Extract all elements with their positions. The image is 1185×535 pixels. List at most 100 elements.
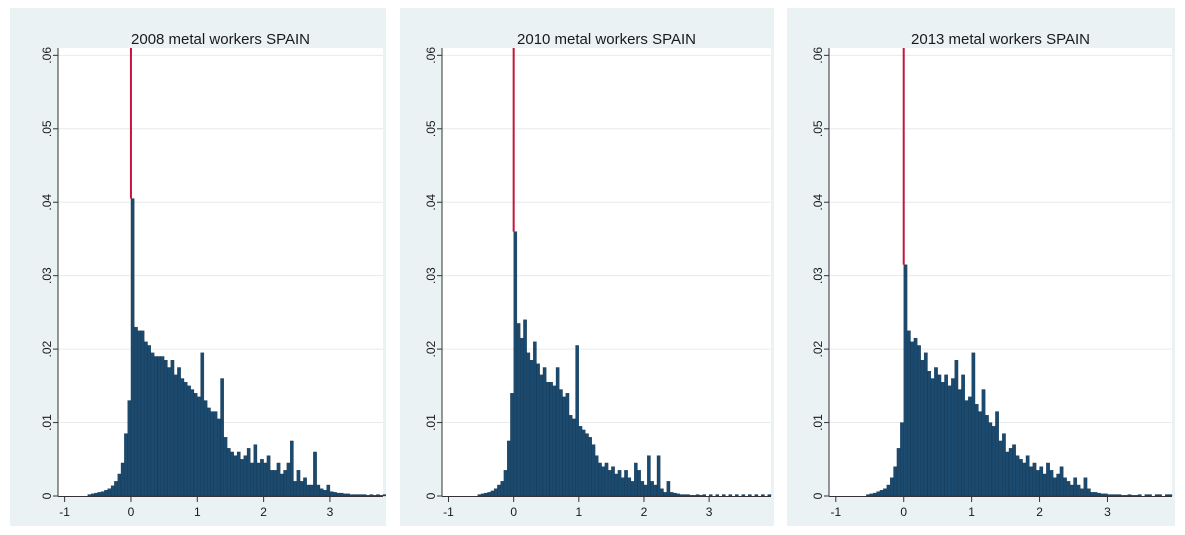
histogram-bar <box>180 378 185 497</box>
histogram-bar <box>276 462 281 497</box>
histogram-bar <box>130 198 135 497</box>
histogram-bar <box>1117 494 1122 497</box>
histogram-bar <box>226 448 231 497</box>
histogram-bar <box>1032 462 1037 497</box>
histogram-bar <box>923 352 928 497</box>
x-tick-label: -1 <box>830 505 841 519</box>
histogram-bar <box>177 367 181 497</box>
histogram-bar <box>889 477 894 497</box>
histogram-bar <box>1127 494 1132 497</box>
histogram-bar <box>1066 481 1071 497</box>
y-tick-label: .02 <box>811 340 825 357</box>
histogram-bar <box>715 494 720 497</box>
histogram-bar <box>1168 494 1173 497</box>
histogram-bar <box>319 488 324 497</box>
x-tick-label: 2 <box>1036 505 1043 519</box>
histogram-bar <box>1148 494 1152 497</box>
histogram-bar <box>1120 495 1125 497</box>
histogram-bar <box>210 411 215 497</box>
histogram-bar <box>263 462 268 497</box>
histogram-bar <box>91 493 95 497</box>
histogram-bar <box>369 494 374 497</box>
histogram-bar <box>637 470 641 497</box>
histogram-bar <box>767 494 772 497</box>
chart-panel-2013: 0 .01 .02 .03 .04 .05 .06 -1 0 1 2 3 2013 metal wor… <box>787 8 1175 526</box>
histogram-bar <box>207 407 211 497</box>
histogram-bar <box>1073 477 1078 497</box>
histogram-bar <box>170 359 175 497</box>
histogram-bar <box>985 415 989 497</box>
histogram-bar <box>650 481 654 497</box>
histogram-bars <box>87 48 386 497</box>
histogram-bar <box>246 448 251 497</box>
histogram-bar <box>497 484 501 497</box>
histogram-bar <box>614 473 619 497</box>
x-tick-label: 1 <box>968 505 975 519</box>
histogram-bar <box>503 470 508 497</box>
histogram-bar <box>974 404 979 497</box>
histogram-bar <box>1100 493 1105 497</box>
histogram-bar <box>689 495 693 497</box>
chart-title: 2008 metal workers SPAIN <box>131 31 310 48</box>
histogram-bar <box>876 491 881 497</box>
histogram-bar <box>971 352 976 497</box>
histogram-bar <box>934 367 938 497</box>
histogram-bar <box>578 426 583 497</box>
histogram-bar <box>516 323 521 497</box>
histogram-bar <box>920 359 925 497</box>
histogram-bar <box>289 440 294 497</box>
histogram-bar <box>217 418 221 497</box>
x-tick-label: 3 <box>1104 505 1111 519</box>
histogram-bar <box>728 494 733 497</box>
y-tick-label: .04 <box>424 194 438 211</box>
histogram-bar <box>500 481 505 497</box>
histogram-bar <box>477 494 482 497</box>
histogram-bar <box>280 473 284 497</box>
histogram-bar <box>1056 473 1061 497</box>
histogram-bar <box>575 345 579 497</box>
chart-svg-2013: 0 .01 .02 .03 .04 .05 .06 -1 0 1 2 3 2013 metal wor… <box>811 31 1173 519</box>
histogram-bar <box>283 470 287 497</box>
y-tick-label: .04 <box>811 194 825 211</box>
histogram-bar <box>883 488 887 497</box>
histogram-bar <box>220 378 224 497</box>
histogram-bar <box>167 367 171 497</box>
histogram-bar <box>1134 495 1139 497</box>
histogram-bar <box>303 477 307 497</box>
chart-svg-2010: 0 .01 .02 .03 .04 .05 .06 -1 0 1 2 3 2010 metal wor… <box>424 31 772 519</box>
y-tick-label: .06 <box>40 47 54 64</box>
histogram-bar <box>359 494 364 497</box>
x-tick-label: 0 <box>510 505 517 519</box>
histogram-bar <box>552 385 557 497</box>
x-tick-label: 2 <box>260 505 267 519</box>
histogram-bar <box>286 462 291 497</box>
histogram-bar <box>903 264 908 497</box>
histogram-bar <box>250 462 254 497</box>
histogram-bar <box>964 400 969 497</box>
histogram-bar <box>555 367 560 497</box>
histogram-bar <box>240 459 244 497</box>
histogram-bar <box>910 341 915 497</box>
histogram-bar <box>333 492 337 497</box>
histogram-bar <box>97 492 102 497</box>
histogram-bar <box>150 352 155 497</box>
histogram-bar <box>624 470 628 497</box>
histogram-bar <box>627 477 632 497</box>
histogram-bar <box>995 411 999 497</box>
histogram-bar <box>927 370 932 497</box>
histogram-bar <box>617 470 622 497</box>
histogram-bar <box>480 493 485 497</box>
histogram-bar <box>1076 484 1081 497</box>
y-tick-label: .02 <box>424 340 438 357</box>
histogram-bar <box>735 494 739 497</box>
histogram-bar <box>362 494 367 497</box>
histogram-bar <box>147 345 152 497</box>
histogram-bar <box>1114 494 1118 497</box>
histogram-bar <box>542 367 547 497</box>
histogram-bar <box>666 481 671 497</box>
histogram-bar <box>702 494 707 497</box>
histogram-bar <box>1025 455 1030 497</box>
histogram-bar <box>100 491 105 497</box>
histogram-bar <box>679 494 684 497</box>
y-tick-label: .01 <box>424 414 438 431</box>
